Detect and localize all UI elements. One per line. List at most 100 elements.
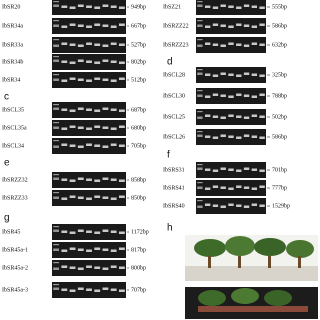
gel-band — [77, 229, 84, 232]
gel-band — [118, 61, 125, 64]
gel-band — [228, 95, 234, 98]
gel-band — [61, 197, 68, 200]
gel-band — [94, 61, 101, 64]
gel-band — [53, 78, 60, 81]
gel-band — [61, 5, 68, 8]
gel-band — [94, 195, 101, 198]
size-label: 586bp — [272, 23, 287, 29]
gene-label: IbSRZZ22 — [163, 23, 189, 29]
gel-band — [118, 179, 125, 182]
gel-band — [53, 177, 60, 180]
gel-band — [243, 94, 250, 97]
gel-band — [251, 187, 258, 190]
panel-letter: d — [167, 57, 173, 68]
gel-band — [197, 72, 203, 75]
gel-band — [61, 25, 68, 28]
gene-label: IbSZ21 — [163, 4, 181, 10]
gel-band — [69, 289, 76, 292]
gel-band — [77, 145, 84, 148]
gel-band — [94, 109, 101, 112]
gel-band — [236, 169, 242, 172]
gel-band — [102, 287, 109, 290]
size-label: 705bp — [131, 143, 146, 149]
gel-band — [197, 94, 203, 97]
gel-band — [77, 267, 84, 270]
gene-label: IbSR45 — [2, 229, 20, 235]
gel-band — [236, 43, 242, 46]
gene-label: IbSCL28 — [163, 72, 185, 78]
gel-band — [69, 43, 76, 46]
gel-band — [243, 72, 250, 75]
gel-band — [94, 125, 101, 128]
gel-band — [236, 6, 242, 9]
gel-band — [94, 247, 101, 250]
ladder-band — [197, 164, 203, 166]
gene-label: IbSR45a-1 — [2, 247, 28, 253]
gel-band — [61, 42, 68, 45]
size-label: 632bp — [272, 42, 287, 48]
gel-band — [102, 248, 109, 251]
ladder-band — [53, 244, 60, 246]
ladder-band — [53, 104, 60, 106]
gel-band — [243, 24, 250, 27]
ladder-band — [53, 226, 60, 228]
gel-band — [212, 74, 219, 77]
gel-band — [77, 248, 84, 251]
gel-band — [118, 109, 125, 112]
gel-band — [53, 4, 60, 7]
gel-band — [259, 23, 265, 26]
gel-band — [204, 25, 211, 28]
gel-band — [110, 79, 117, 82]
gene-label: IbSRZZ23 — [163, 42, 189, 48]
gel-band — [102, 126, 109, 129]
gel-band — [86, 42, 92, 45]
gel-band — [102, 107, 109, 110]
gel-band — [61, 178, 68, 181]
gel-band — [228, 187, 234, 190]
ladder-band — [53, 262, 60, 264]
size-label: 800bp — [131, 265, 146, 271]
size-label: 1172bp — [131, 229, 149, 235]
gel-band — [118, 195, 125, 198]
gel-band — [86, 249, 92, 252]
gel-band — [259, 169, 265, 172]
gel-band — [259, 6, 265, 9]
gel-band — [259, 185, 265, 188]
ladder-band — [197, 39, 203, 41]
gel-band — [77, 24, 84, 27]
gel-band — [243, 44, 250, 47]
gel-band — [94, 266, 101, 269]
gel-band — [228, 114, 234, 117]
size-label: 687bp — [131, 107, 146, 113]
gel-band — [204, 135, 211, 138]
gel-band — [110, 5, 117, 8]
size-label: 802bp — [131, 59, 146, 65]
gel-band — [94, 231, 101, 234]
gel-band — [204, 203, 211, 206]
gel-band — [197, 134, 203, 137]
gel-band — [212, 204, 219, 207]
gene-label: IbSR20 — [2, 4, 20, 10]
gene-label: IbSRS31 — [163, 167, 185, 173]
gene-label: IbSR34b — [2, 59, 23, 65]
gel-band — [61, 127, 68, 130]
gel-band — [110, 42, 117, 45]
gel-band — [61, 288, 68, 291]
gel-band — [110, 127, 117, 130]
gel-band — [197, 186, 203, 189]
ladder-band — [53, 56, 60, 58]
gel-band — [102, 44, 109, 47]
size-label: 817bp — [131, 247, 146, 253]
size-label: 788bp — [272, 93, 287, 99]
gel-band — [118, 43, 125, 46]
gel-band — [53, 145, 60, 148]
gel-band — [197, 44, 203, 47]
gel-band — [220, 24, 226, 27]
gel-band — [77, 4, 84, 7]
gene-label: IbSR34a — [2, 23, 23, 29]
gel-band — [110, 25, 117, 28]
gel-band — [236, 136, 242, 139]
gel-band — [204, 73, 211, 76]
gel-band — [204, 5, 211, 8]
gel-band — [197, 24, 203, 27]
